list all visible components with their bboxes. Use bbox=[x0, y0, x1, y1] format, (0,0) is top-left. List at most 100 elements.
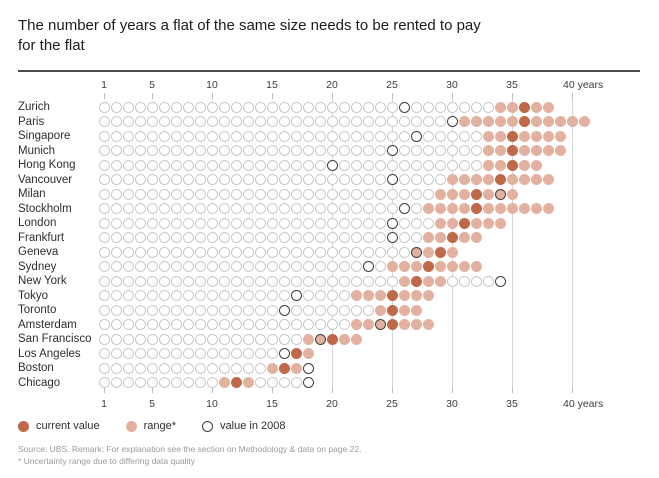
open-dot bbox=[434, 116, 446, 127]
open-dot bbox=[266, 174, 278, 185]
range-dot bbox=[506, 174, 518, 185]
open-dot bbox=[266, 188, 278, 200]
open-dot bbox=[350, 203, 362, 214]
open-dot bbox=[242, 319, 254, 330]
open-dot bbox=[230, 319, 242, 330]
open-dot bbox=[110, 232, 122, 243]
axis-tick-top bbox=[572, 93, 573, 99]
open-dot bbox=[158, 304, 170, 316]
open-dot bbox=[122, 217, 134, 229]
open-dot bbox=[410, 145, 422, 156]
legend-label-range: range* bbox=[143, 420, 177, 432]
range-dot bbox=[386, 261, 398, 272]
open-dot bbox=[422, 159, 434, 171]
open-dot bbox=[194, 290, 206, 301]
open-dot bbox=[158, 203, 170, 214]
city-label: Geneva bbox=[18, 246, 59, 258]
open-dot bbox=[278, 333, 290, 345]
axis-tick-label-bottom: 25 bbox=[386, 398, 398, 410]
open-dot bbox=[266, 217, 278, 229]
open-dot bbox=[374, 232, 386, 243]
open-dot bbox=[374, 159, 386, 171]
open-dot bbox=[302, 304, 314, 316]
open-dot bbox=[158, 319, 170, 330]
open-dot bbox=[230, 232, 242, 243]
open-dot bbox=[338, 203, 350, 214]
open-dot bbox=[170, 203, 182, 214]
current-value-dot bbox=[458, 217, 470, 229]
open-dot bbox=[350, 217, 362, 229]
open-dot bbox=[374, 101, 386, 113]
open-dot bbox=[158, 275, 170, 287]
range-dot bbox=[530, 174, 542, 185]
open-dot bbox=[98, 159, 110, 171]
value-2008-ring-dot bbox=[410, 246, 422, 258]
open-dot bbox=[146, 159, 158, 171]
open-dot bbox=[182, 116, 194, 127]
open-dot bbox=[290, 217, 302, 229]
open-dot bbox=[410, 203, 422, 214]
open-dot bbox=[110, 159, 122, 171]
open-dot bbox=[314, 188, 326, 200]
open-dot bbox=[110, 304, 122, 316]
legend-label-current-value: current value bbox=[36, 420, 100, 432]
open-dot bbox=[326, 232, 338, 243]
gridline bbox=[452, 95, 453, 392]
open-dot bbox=[446, 145, 458, 156]
open-dot bbox=[134, 101, 146, 113]
open-dot bbox=[122, 246, 134, 258]
open-dot bbox=[254, 203, 266, 214]
value-2008-ring-dot bbox=[302, 362, 314, 374]
open-dot bbox=[146, 304, 158, 316]
city-label: Los Angeles bbox=[18, 347, 81, 360]
open-dot bbox=[302, 232, 314, 243]
gridline bbox=[332, 95, 333, 392]
open-dot bbox=[122, 174, 134, 185]
open-dot bbox=[482, 101, 494, 113]
open-dot bbox=[230, 362, 242, 374]
open-dot bbox=[194, 261, 206, 272]
range-dot bbox=[374, 304, 386, 316]
current-value-dot bbox=[422, 261, 434, 272]
range-dot bbox=[494, 101, 506, 113]
open-dot bbox=[206, 232, 218, 243]
open-dot bbox=[158, 159, 170, 171]
axis-tick-bottom bbox=[104, 387, 105, 393]
open-dot bbox=[290, 174, 302, 185]
axis-tick-label-top: 5 bbox=[149, 79, 155, 91]
range-dot bbox=[482, 116, 494, 127]
open-dot bbox=[194, 333, 206, 345]
range-dot bbox=[470, 261, 482, 272]
open-dot bbox=[398, 130, 410, 142]
value-2008-ring-dot bbox=[302, 377, 314, 388]
value-2008-ring-dot bbox=[398, 101, 410, 113]
axis-tick-label-top: 10 bbox=[206, 79, 218, 91]
open-dot bbox=[170, 145, 182, 156]
open-dot bbox=[290, 203, 302, 214]
axis-tick-label-top: 30 bbox=[446, 79, 458, 91]
open-dot bbox=[206, 130, 218, 142]
open-dot bbox=[146, 377, 158, 388]
open-dot bbox=[218, 232, 230, 243]
open-dot bbox=[146, 290, 158, 301]
open-dot bbox=[182, 159, 194, 171]
range-dot bbox=[554, 130, 566, 142]
axis-tick-top bbox=[272, 93, 273, 99]
open-dot bbox=[242, 362, 254, 374]
current-value-dot bbox=[506, 130, 518, 142]
open-dot bbox=[134, 362, 146, 374]
open-dot bbox=[302, 246, 314, 258]
open-dot bbox=[146, 232, 158, 243]
open-dot bbox=[266, 304, 278, 316]
open-dot bbox=[398, 174, 410, 185]
open-dot bbox=[194, 304, 206, 316]
open-dot bbox=[158, 145, 170, 156]
open-dot bbox=[362, 246, 374, 258]
range-dot bbox=[422, 290, 434, 301]
axis-tick-label-bottom: 5 bbox=[149, 398, 155, 410]
range-dot bbox=[482, 130, 494, 142]
axis-tick-bottom bbox=[392, 387, 393, 393]
range-dot bbox=[350, 290, 362, 301]
open-dot bbox=[278, 159, 290, 171]
open-dot bbox=[266, 159, 278, 171]
